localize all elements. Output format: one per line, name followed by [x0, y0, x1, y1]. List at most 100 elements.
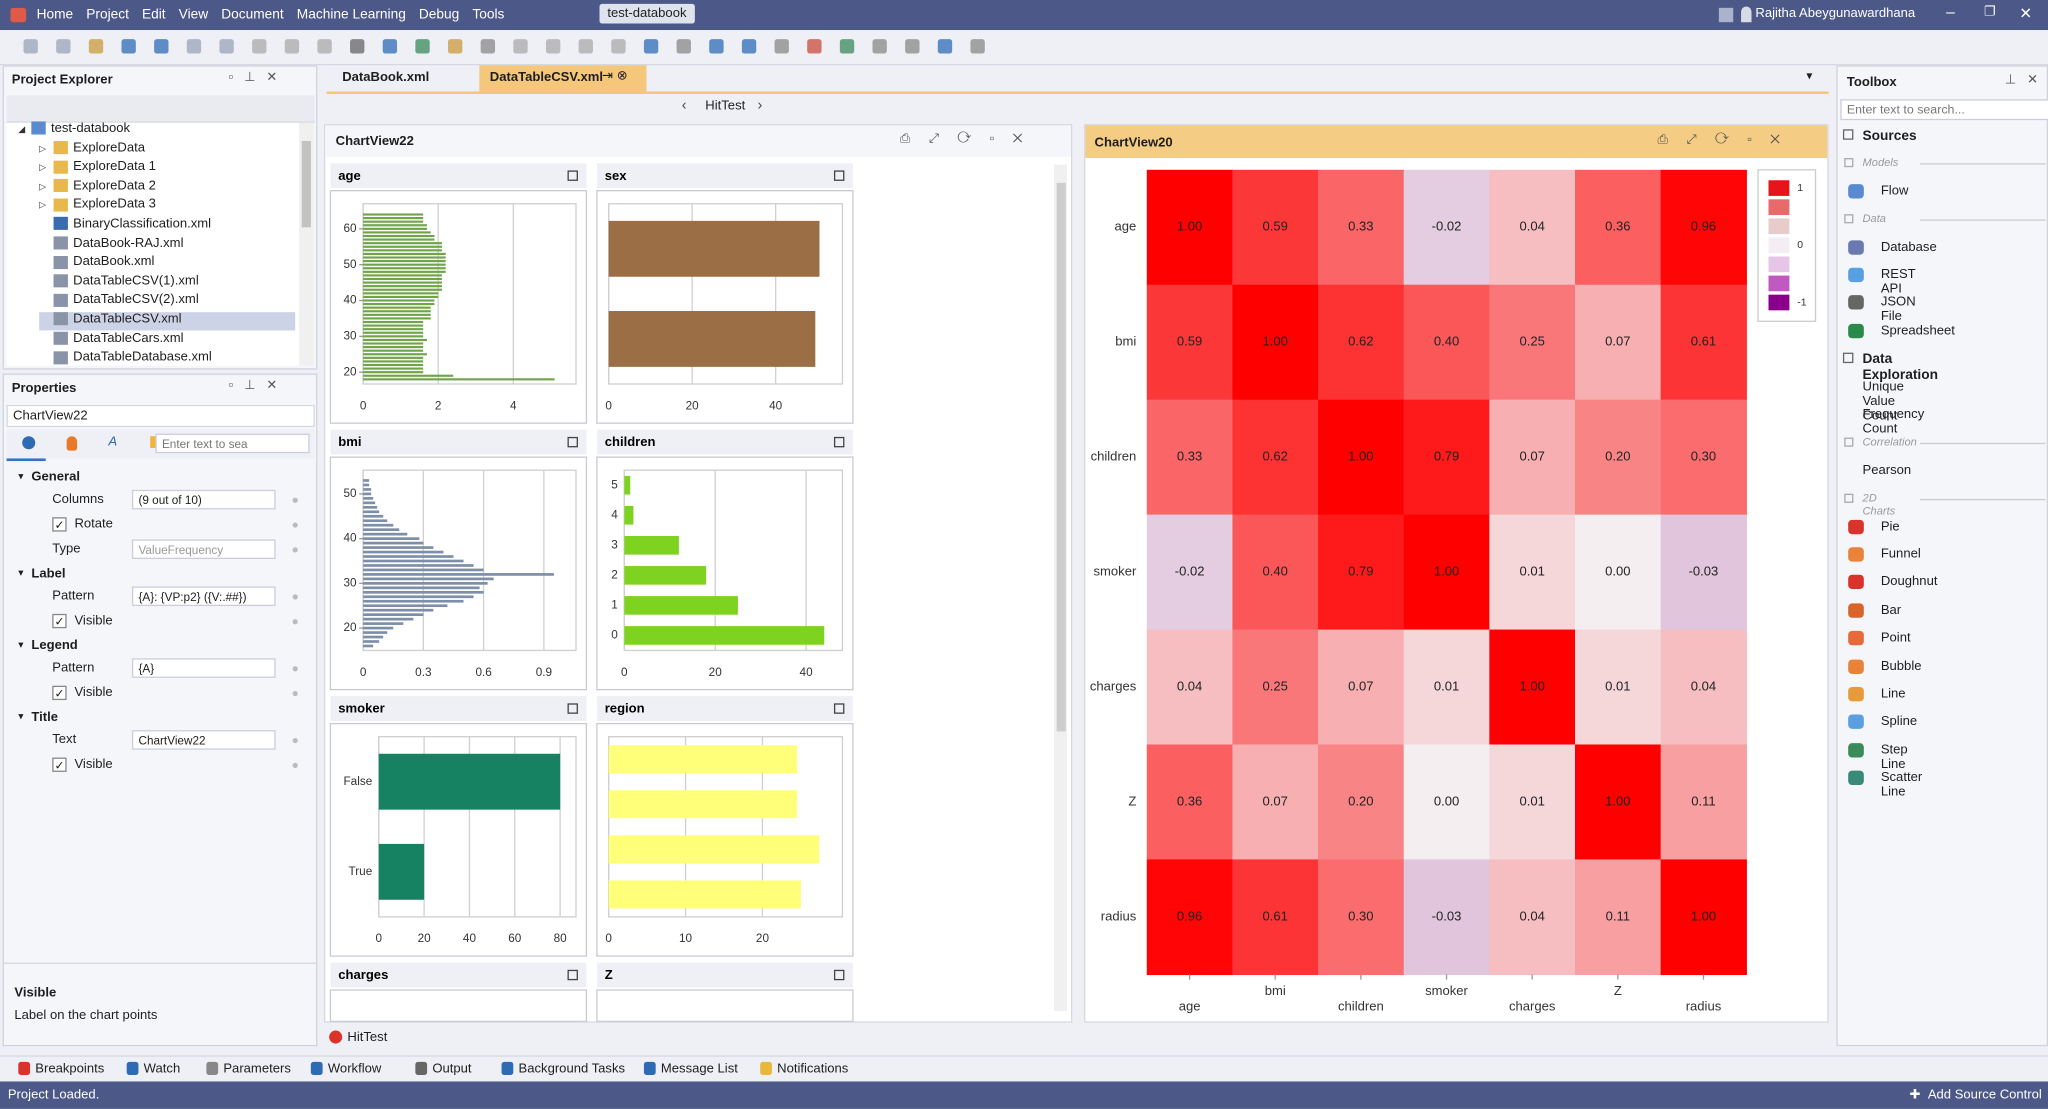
section-header[interactable]: Label [31, 566, 66, 582]
toolbar-button[interactable] [121, 39, 136, 54]
toolbox-item[interactable]: Flow [1880, 183, 1909, 199]
toolbar-button[interactable] [88, 39, 104, 54]
tab-close[interactable]: ⇥ ⊗ [602, 69, 628, 84]
toolbar-button[interactable] [480, 39, 496, 54]
property-value[interactable]: {A} [131, 658, 276, 678]
toolbox-item[interactable]: Bubble [1880, 659, 1922, 674]
toolbar-button[interactable] [382, 39, 398, 54]
toolbox-item[interactable]: Frequency Count [1862, 407, 1925, 437]
tree-item[interactable]: ◢ test-databook [18, 121, 130, 139]
toolbox-item[interactable]: Spreadsheet [1880, 323, 1955, 339]
tree-label[interactable]: DataBook-RAJ.xml [73, 235, 184, 251]
menu-item[interactable]: Debug [418, 6, 460, 23]
tree-item[interactable]: DataTableCSV(2).xml [39, 293, 199, 311]
checkbox[interactable]: ✓ [52, 517, 67, 532]
toolbar-button[interactable] [774, 39, 789, 54]
toolbar-button[interactable] [970, 39, 985, 54]
tree-item[interactable]: DataTableCars.xml [39, 331, 183, 349]
status-action[interactable]: Add Source Control [1927, 1087, 2042, 1103]
menu-item[interactable]: Project [86, 6, 129, 23]
view-buttons[interactable]: ⎙⤢⟳▫✕ [1657, 133, 1799, 148]
scrollbar[interactable] [1054, 164, 1068, 1011]
toolbar-button[interactable] [872, 39, 887, 54]
menu-item[interactable]: Document [221, 6, 284, 23]
toolbox-item[interactable]: Point [1880, 631, 1911, 646]
properties-search[interactable]: Enter text to sea [155, 433, 310, 454]
tree-label[interactable]: ExploreData [73, 140, 146, 155]
property-value[interactable]: ChartView22 [131, 730, 276, 750]
toolbox-item[interactable]: Step Line [1880, 742, 1908, 772]
toolbox-item[interactable]: Database [1880, 239, 1937, 255]
toolbar-button[interactable] [252, 39, 267, 54]
nav-label[interactable]: HitTest [705, 99, 746, 114]
tree-expander[interactable]: ▷ [39, 163, 47, 173]
checkbox[interactable]: ✓ [52, 613, 67, 629]
bottom-tab[interactable]: Workflow [327, 1061, 382, 1077]
tree-item[interactable]: DataBook.xml [39, 255, 154, 273]
menu-item[interactable]: Edit [141, 6, 166, 23]
view-buttons[interactable]: ⎙⤢⟳▫✕ [899, 131, 1041, 147]
nav-forward[interactable]: › [757, 97, 763, 114]
tab-menu[interactable]: ▾ [1806, 69, 1813, 83]
toolbar-button[interactable] [219, 39, 234, 54]
tree-label[interactable]: DataTableDatabase.xml [73, 350, 212, 365]
bottom-tab[interactable]: Parameters [223, 1061, 291, 1077]
tree-label[interactable]: BinaryClassification.xml [73, 216, 212, 232]
tree-item[interactable]: ▷ ExploreData 3 [39, 198, 156, 216]
toolbar-button[interactable] [545, 39, 561, 54]
object-selector[interactable]: ChartView22 [6, 404, 315, 428]
close-button[interactable]: ✕ [2019, 3, 2033, 23]
bottom-tab[interactable]: Breakpoints [35, 1061, 105, 1077]
toolbox-item[interactable]: Pearson [1862, 463, 1912, 478]
toolbox-item[interactable]: Doughnut [1880, 575, 1938, 590]
toolbar-button[interactable] [839, 39, 855, 54]
toolbar-button[interactable] [513, 39, 528, 54]
rss-icon[interactable] [1718, 7, 1734, 23]
tree-label[interactable]: DataBook.xml [73, 254, 155, 270]
document-tab-active[interactable]: DataTableCSV.xml [479, 65, 647, 92]
toolbar-button[interactable] [807, 39, 822, 54]
toolbar-button[interactable] [709, 39, 724, 54]
scroll-thumb[interactable] [1056, 182, 1066, 732]
bottom-tab[interactable]: Output [432, 1061, 472, 1077]
toolbox-item[interactable]: Line [1880, 687, 1906, 702]
tree-item[interactable]: DataTableDatabase.xml [39, 350, 212, 368]
toolbox-item[interactable]: Bar [1880, 603, 1902, 618]
categorized-icon[interactable] [22, 436, 36, 450]
toolbar-button[interactable] [317, 39, 332, 54]
toolbox-item[interactable]: Funnel [1880, 547, 1921, 562]
alpha-icon[interactable]: A [108, 434, 118, 450]
toolbar-button[interactable] [284, 39, 300, 54]
toolbar-button[interactable] [937, 39, 953, 54]
user-name[interactable]: Rajitha Abeygunawardhana [1755, 6, 1916, 21]
toolbar-button[interactable] [741, 39, 757, 54]
tree-item[interactable]: DataTableCSV.xml [39, 312, 296, 331]
panel-buttons[interactable]: ▫ ⊥ ✕ [228, 378, 278, 394]
section-header[interactable]: Legend [31, 638, 78, 654]
nav-back[interactable]: ‹ [681, 97, 687, 114]
tree-item[interactable]: ▷ ExploreData 1 [39, 160, 156, 178]
section-header[interactable]: General [31, 470, 80, 485]
toolbar-button[interactable] [643, 39, 659, 54]
tree-expander[interactable]: ◢ [18, 125, 26, 135]
panel-buttons[interactable]: ▫ ⊥ ✕ [228, 70, 278, 85]
toolbox-item[interactable]: Pie [1880, 519, 1900, 534]
tree-expander[interactable]: ▷ [39, 144, 47, 154]
section-header[interactable]: Title [31, 710, 58, 725]
document-tab[interactable]: DataBook.xml [326, 65, 473, 92]
project-title[interactable]: test-databook [599, 3, 695, 24]
tree-label[interactable]: ExploreData 3 [73, 197, 156, 213]
hittest-label[interactable]: HitTest [347, 1030, 388, 1045]
toolbar-button[interactable] [905, 39, 920, 54]
bottom-tab[interactable]: Notifications [777, 1061, 849, 1077]
toolbox-item[interactable]: Unique Value Count [1862, 379, 1904, 423]
toolbar-button[interactable] [611, 39, 626, 54]
restore-button[interactable]: ❐ [1983, 5, 1996, 20]
toolbar-button[interactable] [578, 39, 593, 54]
panel-buttons[interactable]: ⊥ ✕ [2004, 73, 2039, 88]
tree-label[interactable]: DataTableCSV.xml [73, 312, 182, 327]
toolbox-item[interactable]: Scatter Line [1880, 770, 1923, 800]
toolbox-search[interactable]: Enter text to search... [1840, 99, 2048, 121]
tree-item[interactable]: DataBook-RAJ.xml [39, 236, 183, 254]
property-value[interactable]: {A}: {VP:p2} ({V:.##}) [131, 586, 276, 607]
